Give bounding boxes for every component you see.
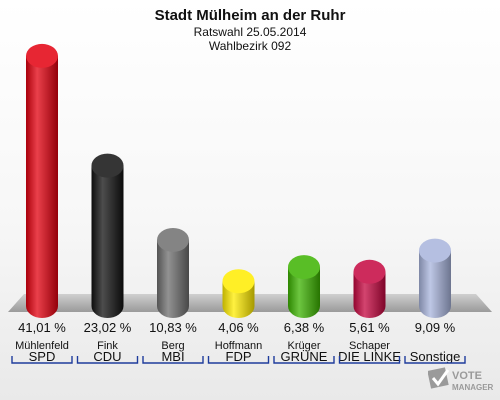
party-bracket	[142, 356, 204, 364]
party-bracket	[11, 356, 73, 364]
bar-body	[91, 165, 124, 318]
bar-FDP	[222, 269, 255, 318]
bar-DIE LINKE	[353, 259, 386, 318]
bar-body	[419, 250, 451, 318]
candidate-label: Berg	[161, 340, 184, 352]
chart-subtitle-district: Wahlbezirk 092	[209, 39, 292, 53]
party-bracket	[404, 356, 466, 364]
value-label: 41,01 %	[18, 320, 66, 335]
candidate-label: Mühlenfeld	[15, 340, 69, 352]
value-label: 9,09 %	[415, 320, 456, 335]
party-label: DIE LINKE	[338, 349, 401, 364]
party-label: FDP	[226, 349, 252, 364]
candidate-label: Krüger	[287, 340, 320, 352]
bar-body	[288, 267, 320, 318]
chart-subtitle-date: Ratswahl 25.05.2014	[194, 25, 307, 39]
bar-GRÜNE	[288, 255, 320, 318]
bar-top	[419, 238, 451, 263]
checkmark-box-icon	[427, 367, 450, 389]
candidate-label: Fink	[97, 340, 118, 352]
value-label: 5,61 %	[349, 320, 390, 335]
bar-CDU	[91, 153, 124, 318]
watermark-line2: MANAGER	[452, 383, 494, 392]
bar-top	[157, 227, 189, 252]
party-label: GRÜNE	[281, 349, 328, 364]
bar-body	[353, 271, 386, 318]
value-label: 4,06 %	[218, 320, 259, 335]
party-label: CDU	[93, 349, 121, 364]
watermark-line1: VOTE	[452, 370, 482, 382]
party-label: Sonstige	[410, 349, 461, 364]
bar-top	[91, 153, 124, 178]
bar-body	[157, 239, 189, 318]
bar-top	[26, 43, 58, 68]
candidate-label: Schaper	[349, 340, 390, 352]
bar-top	[222, 269, 255, 294]
party-label: SPD	[29, 349, 56, 364]
value-label: 6,38 %	[284, 320, 325, 335]
vote-manager-watermark: VOTE MANAGER	[427, 366, 496, 394]
bar-top	[353, 259, 386, 284]
bar-Sonstige	[419, 238, 451, 318]
chart-title: Stadt Mülheim an der Ruhr	[155, 7, 346, 24]
bar-top	[288, 255, 320, 280]
candidate-label: Hoffmann	[215, 340, 263, 352]
party-bracket	[338, 356, 401, 364]
bar-body	[26, 55, 58, 318]
bar-SPD	[26, 43, 58, 318]
party-bracket	[76, 356, 139, 364]
value-label: 23,02 %	[84, 320, 132, 335]
value-label: 10,83 %	[149, 320, 197, 335]
bar-MBI	[157, 227, 189, 318]
party-bracket	[207, 356, 270, 364]
bars-group	[26, 43, 451, 318]
party-label: MBI	[161, 349, 184, 364]
party-bracket	[273, 356, 335, 364]
